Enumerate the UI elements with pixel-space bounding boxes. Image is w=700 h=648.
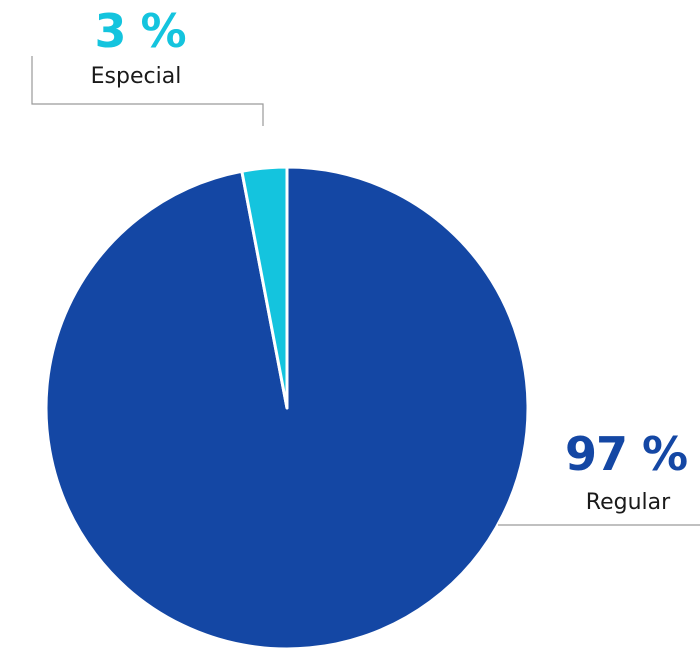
slice-category-label-regular: Regular bbox=[586, 490, 671, 515]
slice-value-label-especial: 3 % bbox=[94, 4, 185, 58]
pie-slices bbox=[44, 165, 530, 648]
slice-value-label-regular: 97 % bbox=[565, 427, 687, 481]
pie-slice-especial bbox=[240, 165, 289, 410]
leader-line-especial bbox=[31, 56, 264, 126]
slice-category-label-especial: Especial bbox=[91, 64, 182, 89]
